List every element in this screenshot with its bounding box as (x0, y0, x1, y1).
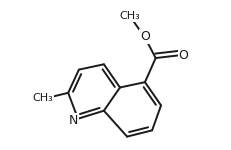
Text: CH₃: CH₃ (119, 11, 140, 21)
Text: CH₃: CH₃ (33, 93, 54, 103)
Text: O: O (140, 30, 150, 43)
Text: N: N (69, 114, 78, 127)
Text: O: O (178, 49, 188, 62)
